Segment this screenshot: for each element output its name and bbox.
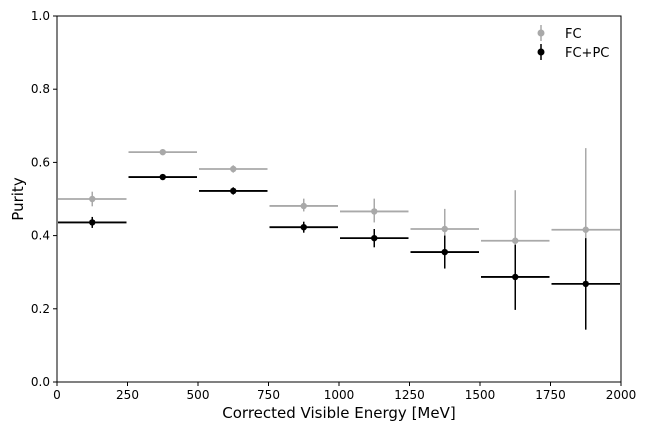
y-axis: 0.0 0.2 0.4 0.6 0.8 1.0: [31, 9, 57, 389]
data-point: [300, 202, 307, 210]
data-point: [512, 237, 519, 244]
x-tick-label: 250: [116, 388, 139, 402]
data-point: [582, 226, 589, 233]
x-tick-label: 750: [257, 388, 280, 402]
legend-label: FC: [565, 27, 582, 42]
y-tick-label: 0.2: [31, 302, 50, 316]
legend: FC FC+PC: [537, 25, 609, 61]
data-point: [89, 219, 96, 226]
y-tick-label: 0.6: [31, 155, 50, 169]
x-axis: 0 250 500 750 1000 1250 1500 1750 2000: [53, 382, 636, 402]
y-axis-title: Purity: [9, 177, 27, 221]
x-tick-label: 1250: [394, 388, 425, 402]
data-point: [441, 248, 448, 256]
data-point: [512, 273, 519, 281]
series-fc: [58, 148, 620, 303]
y-tick-label: 0.0: [31, 375, 50, 389]
plot-frame: [56, 15, 622, 383]
x-tick-label: 0: [53, 388, 61, 402]
x-tick-label: 500: [187, 388, 210, 402]
data-point: [300, 223, 307, 231]
data-point: [230, 165, 237, 173]
data-point: [230, 187, 237, 195]
legend-marker: [537, 29, 545, 37]
x-tick-label: 1750: [535, 388, 566, 402]
y-tick-label: 0.8: [31, 82, 50, 96]
legend-marker: [537, 48, 545, 56]
data-point: [159, 148, 166, 156]
series-fc-pc: [58, 173, 620, 330]
x-axis-title: Corrected Visible Energy [MeV]: [222, 404, 455, 422]
data-point: [582, 280, 589, 288]
x-tick-label: 1500: [465, 388, 496, 402]
data-point: [89, 195, 96, 203]
x-tick-label: 2000: [606, 388, 637, 402]
data-point: [441, 225, 448, 233]
data-point: [159, 173, 166, 181]
data-point: [371, 208, 378, 215]
chart-marks: [58, 148, 620, 330]
y-tick-label: 1.0: [31, 9, 50, 23]
legend-label: FC+PC: [565, 46, 609, 61]
x-tick-label: 1000: [324, 388, 355, 402]
data-point: [371, 234, 378, 242]
y-tick-label: 0.4: [31, 229, 50, 243]
